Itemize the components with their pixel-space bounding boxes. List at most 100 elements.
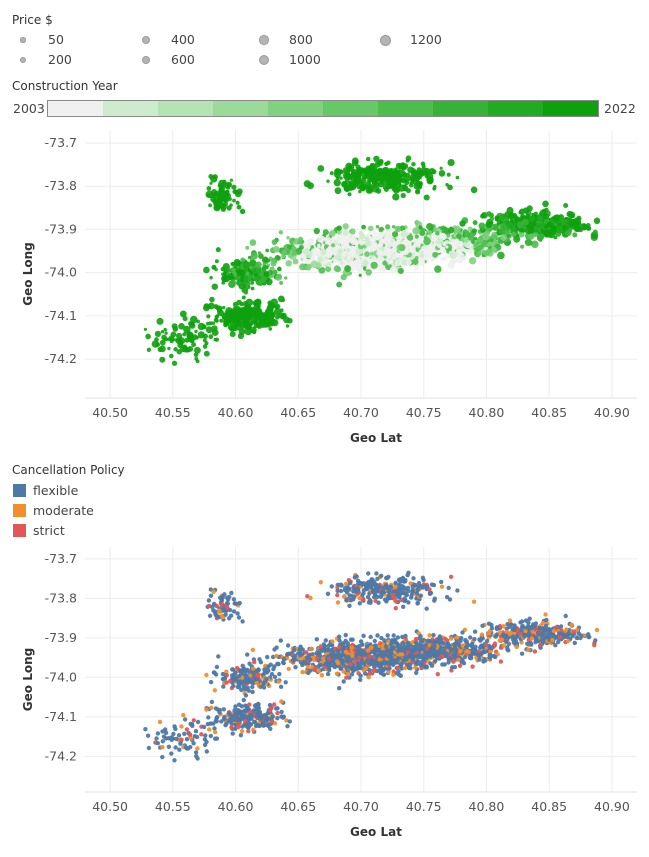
scatter-point	[325, 671, 331, 677]
scatter-point	[494, 625, 500, 630]
scatter-point	[529, 636, 535, 641]
scatter-point	[352, 594, 357, 600]
scatter-point	[428, 177, 434, 183]
scatter-point	[513, 235, 521, 243]
x-axis-title: Geo Lat	[350, 431, 402, 445]
scatter-point	[229, 203, 233, 207]
scatter-point	[468, 635, 473, 640]
scatter-point	[476, 237, 484, 244]
scatter-point	[317, 256, 324, 263]
y-axis-title: Geo Long	[21, 648, 35, 711]
scatter-point	[253, 275, 261, 282]
scatter-point	[364, 173, 371, 180]
scatter-point	[319, 248, 327, 256]
scatter-point	[354, 652, 360, 657]
scatter-point	[563, 613, 568, 619]
scatter-point	[300, 669, 305, 675]
scatter-point	[552, 214, 560, 223]
x-tick-label: 40.80	[469, 799, 505, 814]
scatter-point	[173, 347, 178, 352]
scatter-point	[478, 222, 486, 230]
scatter-point	[368, 164, 375, 171]
ramp-segment	[488, 101, 543, 116]
scatter-point	[456, 657, 461, 662]
scatter-point	[557, 222, 562, 227]
scatter-point	[460, 630, 465, 635]
scatter-point	[310, 260, 319, 269]
scatter-point	[285, 643, 291, 648]
scatter-point	[318, 266, 326, 274]
scatter-point	[316, 668, 321, 673]
scatter-point	[361, 259, 369, 267]
scatter-point	[302, 241, 310, 249]
scatter-point	[272, 674, 278, 680]
scatter-point	[363, 651, 368, 656]
scatter-point	[520, 213, 526, 220]
x-tick-label: 40.60	[218, 799, 254, 814]
scatter-point	[319, 673, 324, 678]
scatter-point	[409, 183, 414, 188]
scatter-point	[544, 628, 549, 633]
scatter-point	[375, 181, 380, 187]
scatter-point	[329, 171, 334, 176]
scatter-point	[223, 192, 232, 200]
scatter-point	[361, 633, 366, 638]
scatter-point	[384, 170, 388, 174]
scatter-point	[378, 242, 384, 248]
scatter-point	[449, 251, 458, 260]
scatter-point	[314, 637, 319, 642]
scatter-point	[277, 671, 282, 677]
x-tick-label: 40.70	[343, 405, 379, 420]
scatter-point	[446, 660, 451, 665]
scatter-point	[500, 234, 507, 241]
scatter-point	[322, 644, 327, 649]
scatter-point	[146, 347, 152, 352]
scatter-point	[195, 359, 200, 364]
scatter-point	[394, 599, 399, 604]
scatter-point	[396, 669, 401, 674]
scatter-point	[252, 319, 258, 324]
scatter-point	[255, 261, 262, 268]
scatter-point	[335, 176, 340, 180]
scatter-point	[164, 331, 168, 335]
scatter-point	[238, 733, 244, 738]
scatter-point	[464, 645, 469, 650]
y-tick-label: -73.8	[45, 178, 77, 193]
scatter-point	[397, 643, 402, 649]
scatter-point	[438, 647, 443, 652]
scatter-point	[414, 642, 419, 647]
color-legend-min: 2003	[13, 101, 45, 116]
scatter-point	[456, 642, 461, 647]
scatter-point	[364, 240, 372, 247]
scatter-point	[209, 192, 216, 199]
scatter-point	[276, 266, 282, 272]
scatter-point	[305, 664, 311, 669]
scatter-point	[351, 160, 358, 167]
scatter-point	[392, 640, 398, 645]
scatter-point	[562, 225, 568, 231]
scatter-point	[448, 656, 453, 661]
scatter-point	[160, 330, 165, 334]
scatter-point	[566, 638, 571, 644]
scatter-point	[439, 166, 443, 170]
scatter-point	[542, 213, 550, 220]
scatter-point	[459, 636, 464, 641]
scatter-point	[400, 634, 405, 640]
y-tick-label: -73.9	[45, 630, 77, 645]
scatter-point	[377, 256, 384, 263]
scatter-point	[358, 665, 364, 671]
scatter-point	[229, 178, 233, 182]
scatter-point	[247, 255, 252, 260]
scatter-point	[286, 317, 293, 324]
scatter-point	[514, 644, 519, 650]
scatter-point	[593, 638, 598, 643]
scatter-point	[579, 633, 584, 638]
scatter-point	[245, 685, 250, 690]
y-tick-label: -74.2	[45, 748, 77, 763]
scatter-point	[332, 664, 337, 670]
scatter-point	[395, 658, 400, 663]
x-tick-label: 40.60	[218, 405, 254, 420]
scatter-point	[518, 210, 523, 215]
scatter-point	[572, 640, 577, 646]
scatter-point	[378, 265, 384, 271]
